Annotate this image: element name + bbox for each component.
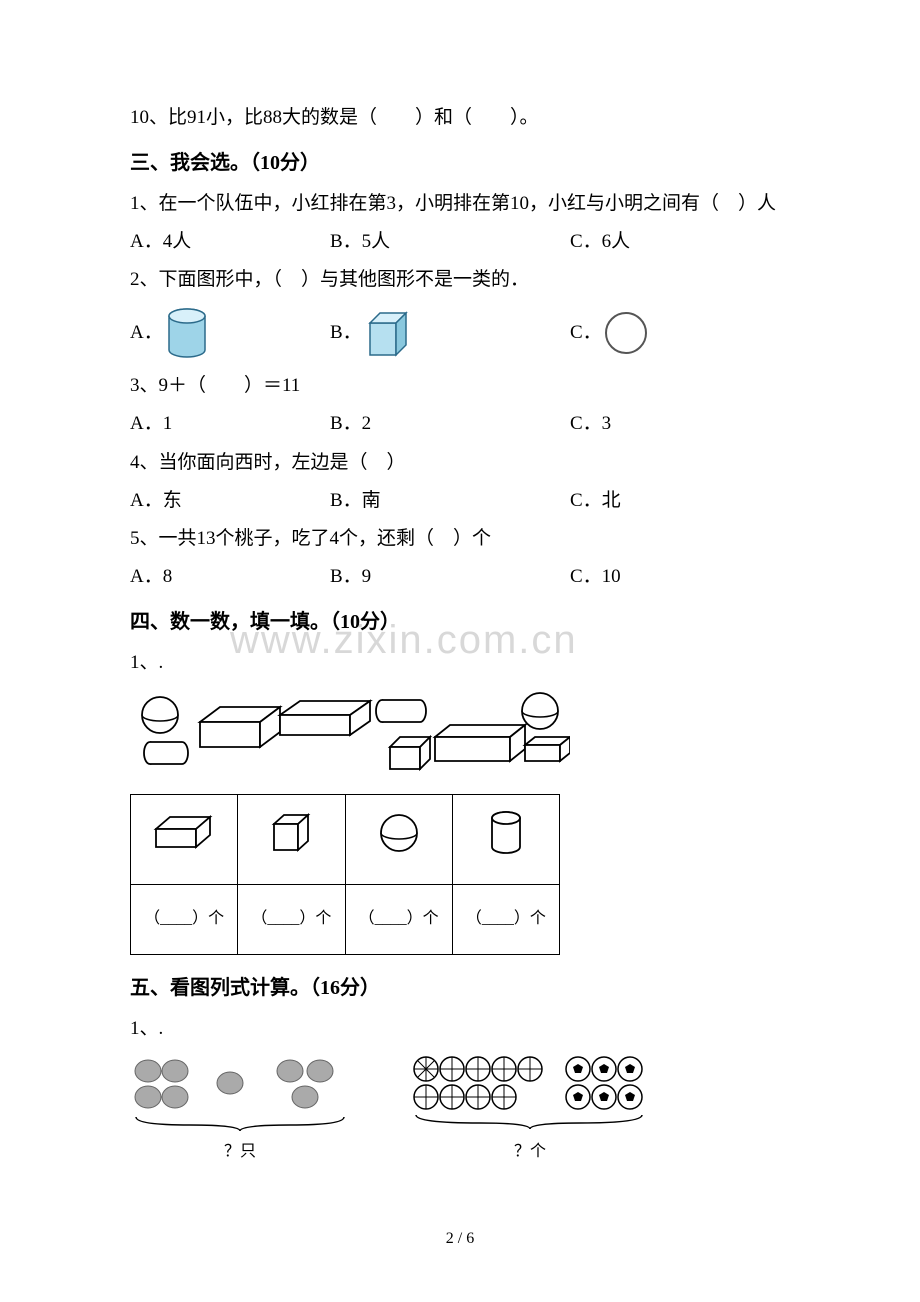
s3-q4-b: B．南 — [330, 483, 570, 519]
s4-q1-label: 1、. — [130, 645, 790, 681]
s5-left-label: ？只 — [224, 1137, 256, 1167]
s3-q3-c: C．3 — [570, 406, 611, 442]
s3-q2-a-label: A． — [130, 315, 163, 351]
cube-icon — [362, 307, 414, 359]
cats-icon — [130, 1053, 350, 1135]
s3-q5-text: 5、一共13个桃子，吃了4个，还剩（ ）个 — [130, 521, 790, 557]
circle-icon — [602, 309, 650, 357]
s5-illustrations: ？只 — [130, 1053, 790, 1167]
cylinder-outline-icon — [488, 809, 524, 857]
s3-q5-a: A．8 — [130, 559, 330, 595]
s3-q2-c-label: C． — [570, 315, 602, 351]
s5-left-group: ？只 — [130, 1053, 350, 1167]
s3-q4-a: A．东 — [130, 483, 330, 519]
s3-q1-b: B．5人 — [330, 224, 570, 260]
table-cell-sphere — [345, 795, 452, 885]
section-4-heading: 四、数一数，填一填。（10分） — [130, 603, 790, 641]
s3-q3-b: B．2 — [330, 406, 570, 442]
count-cell-3: （____）个 — [345, 885, 452, 955]
cuboid-icon — [150, 811, 218, 855]
s3-q5-options: A．8 B．9 C．10 — [130, 559, 790, 595]
s3-q5-c: C．10 — [570, 559, 621, 595]
s3-q3-options: A．1 B．2 C．3 — [130, 406, 790, 442]
s3-q1-c: C．6人 — [570, 224, 630, 260]
s3-q3-a: A．1 — [130, 406, 330, 442]
count-cell-4: （____）个 — [452, 885, 559, 955]
sphere-icon — [377, 811, 421, 855]
s3-q3-text: 3、9＋（ ）＝11 — [130, 368, 790, 404]
table-cell-cuboid — [131, 795, 238, 885]
s3-q2-b-label: B． — [330, 315, 362, 351]
s3-q2-c: C． — [570, 309, 650, 357]
s3-q4-c: C．北 — [570, 483, 621, 519]
page-number: 2 / 6 — [0, 1224, 920, 1254]
s3-q1-a: A．4人 — [130, 224, 330, 260]
s3-q1-options: A．4人 B．5人 C．6人 — [130, 224, 790, 260]
balls-icon — [410, 1053, 650, 1135]
s5-right-label: ？个 — [514, 1137, 546, 1167]
section-5-heading: 五、看图列式计算。（16分） — [130, 969, 790, 1007]
s5-right-group: ？个 — [410, 1053, 650, 1167]
s3-q4-options: A．东 B．南 C．北 — [130, 483, 790, 519]
cylinder-icon — [163, 306, 211, 360]
table-cell-cylinder — [452, 795, 559, 885]
cube-outline-icon — [268, 810, 314, 856]
count-cell-2: （____）个 — [238, 885, 345, 955]
shapes-illustration — [130, 687, 790, 790]
s5-q1-label: 1、. — [130, 1011, 790, 1047]
shapes-count-table: （____）个 （____）个 （____）个 （____）个 — [130, 794, 560, 955]
section-3-heading: 三、我会选。（10分） — [130, 144, 790, 182]
s3-q1-text: 1、在一个队伍中，小红排在第3，小明排在第10，小红与小明之间有（ ）人 — [130, 186, 790, 222]
s3-q5-b: B．9 — [330, 559, 570, 595]
question-10: 10、比91小，比88大的数是（ ）和（ ）。 — [130, 100, 790, 136]
s3-q2-text: 2、下面图形中，（ ）与其他图形不是一类的． — [130, 262, 790, 298]
count-cell-1: （____）个 — [131, 885, 238, 955]
page-content: 10、比91小，比88大的数是（ ）和（ ）。 三、我会选。（10分） 1、在一… — [130, 100, 790, 1168]
s3-q2-options: A． B． C． — [130, 306, 790, 360]
s3-q4-text: 4、当你面向西时，左边是（ ） — [130, 445, 790, 481]
s3-q2-b: B． — [330, 307, 570, 359]
s3-q2-a: A． — [130, 306, 330, 360]
table-cell-cube — [238, 795, 345, 885]
